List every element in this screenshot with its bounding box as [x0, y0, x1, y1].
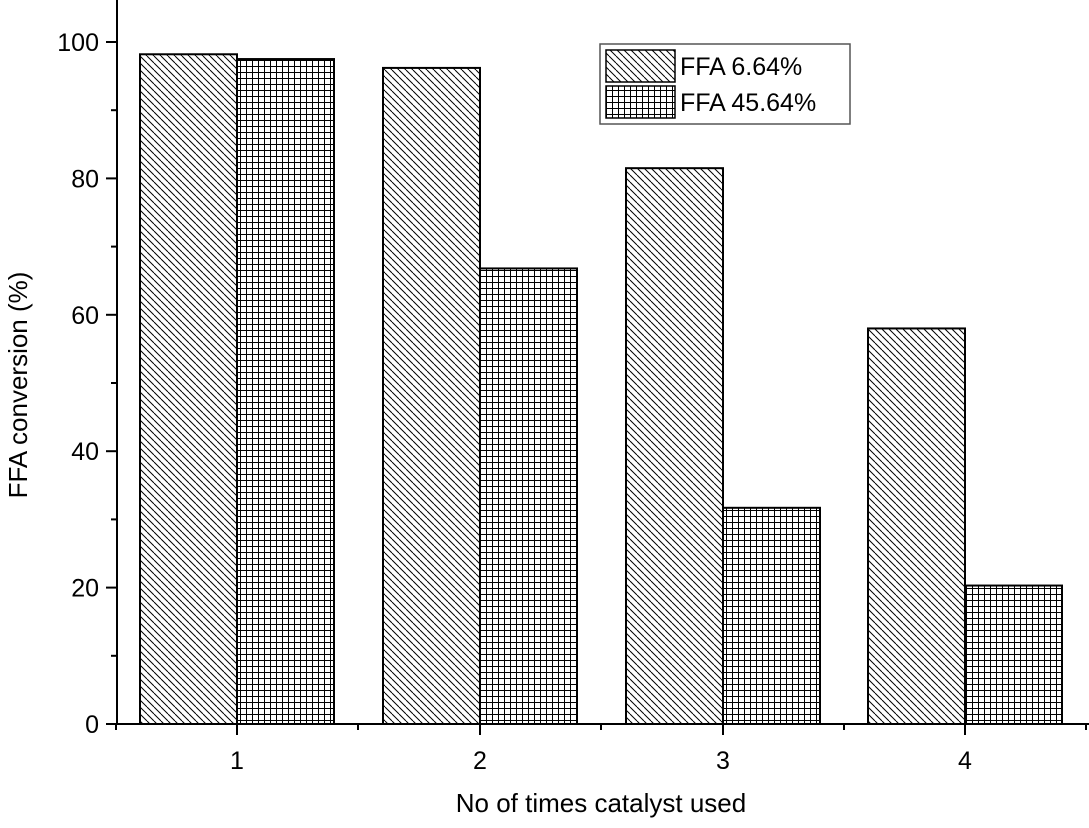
bar-series1-cat2 — [382, 66, 481, 725]
legend-label-series1: FFA 6.64% — [680, 53, 802, 81]
x-tick-label: 2 — [473, 747, 487, 775]
y-tick-label: 100 — [57, 29, 99, 57]
bars-layer — [139, 53, 1063, 726]
bar-series2-cat2 — [479, 267, 578, 725]
bar-series1-cat4 — [867, 327, 966, 725]
legend: FFA 6.64% FFA 45.64% — [599, 43, 851, 125]
bar-series1-cat1 — [139, 53, 238, 725]
x-tick-label: 4 — [958, 747, 972, 775]
legend-swatch-series1 — [605, 49, 676, 83]
y-tick-label: 80 — [71, 165, 99, 193]
bar-series1-cat3 — [625, 167, 724, 726]
legend-swatch-series2 — [605, 85, 676, 119]
y-tick-label: 40 — [71, 438, 99, 466]
y-axis-title: FFA conversion (%) — [3, 272, 33, 499]
x-tick-label: 3 — [716, 747, 730, 775]
x-tick-label: 1 — [230, 747, 244, 775]
y-tick-label: 20 — [71, 575, 99, 603]
legend-label-series2: FFA 45.64% — [680, 89, 816, 117]
x-axis-title: No of times catalyst used — [456, 788, 746, 818]
y-tick-label: 60 — [71, 302, 99, 330]
bar-series2-cat3 — [722, 506, 821, 725]
bar-series2-cat4 — [964, 584, 1063, 726]
labels-layer: 0 20 40 60 80 100 1 2 3 4 No of times catalyst use… — [3, 29, 972, 818]
y-tick-label: 0 — [85, 711, 99, 739]
axes-layer — [106, 0, 1089, 735]
bar-series2-cat1 — [236, 58, 335, 726]
